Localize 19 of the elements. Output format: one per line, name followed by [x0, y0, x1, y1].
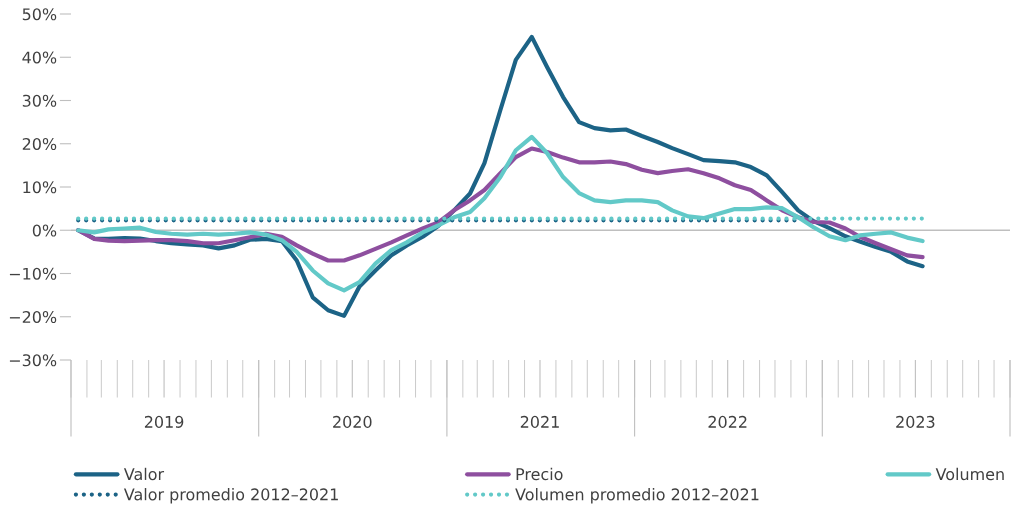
y-tick-label: −10%	[9, 267, 57, 280]
y-tick-label: −30%	[9, 354, 57, 367]
y-tick-label: 20%	[22, 137, 57, 151]
legend-label: Precio	[516, 467, 563, 481]
y-tick-label: 10%	[23, 181, 57, 194]
legend-label: Volumen	[935, 467, 1004, 481]
legend-label: Valor promedio 2012–2021	[123, 488, 338, 504]
y-tick-label: −20%	[9, 310, 57, 324]
legend-label: Valor	[123, 467, 165, 481]
y-tick-label: 50%	[22, 8, 57, 21]
y-tick-label: 30%	[22, 94, 57, 107]
y-tick-label: 40%	[22, 51, 57, 64]
legend-label: Volumen promedio 2012–2021	[515, 488, 759, 504]
x-tick-label: 2020	[333, 415, 372, 428]
x-tick-label: 2021	[520, 415, 559, 428]
x-tick-label: 2019	[144, 415, 184, 428]
y-tick-label: 0%	[32, 224, 57, 237]
x-tick-label: 2022	[708, 415, 747, 428]
x-tick-label: 2023	[896, 415, 935, 428]
